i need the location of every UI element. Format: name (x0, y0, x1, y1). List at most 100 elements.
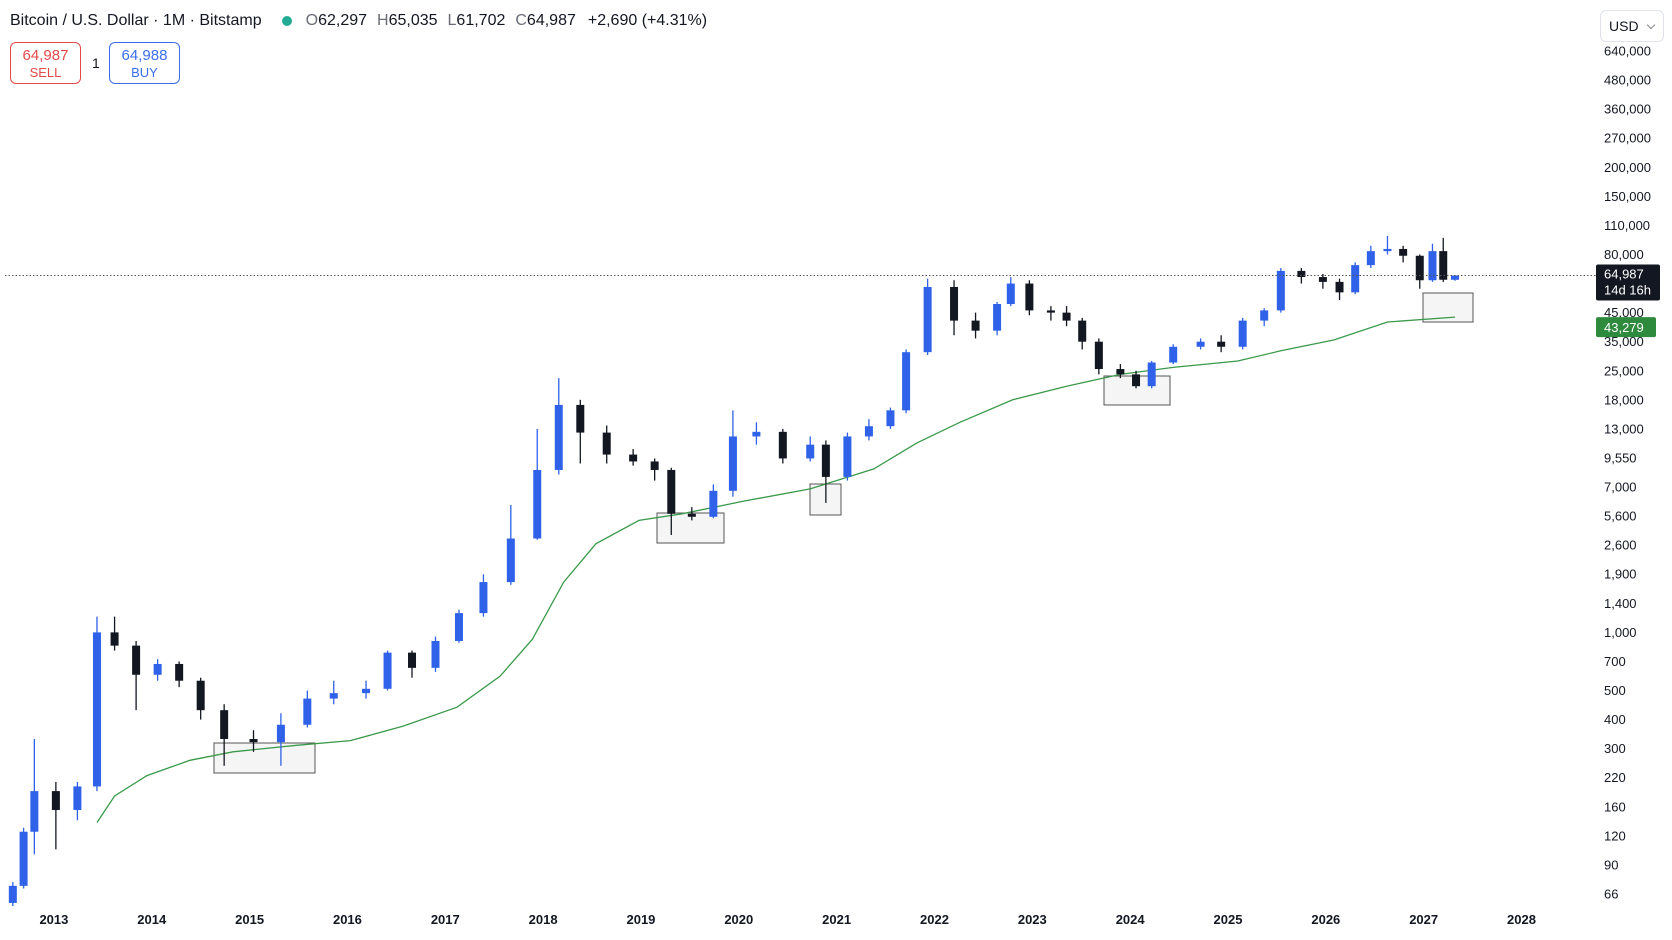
y-tick-label: 80,000 (1604, 247, 1644, 262)
x-tick-label: 2021 (822, 912, 851, 927)
candle-body (1351, 265, 1360, 293)
candle-body (1006, 283, 1015, 305)
candle-body (362, 688, 371, 694)
y-tick-label: 110,000 (1604, 218, 1650, 233)
last-price-box (1596, 264, 1660, 301)
y-tick-label: 150,000 (1604, 189, 1651, 204)
moving-average-line (96, 316, 1456, 823)
candle-body (1094, 341, 1103, 370)
y-tick-label: 13,000 (1604, 421, 1644, 436)
y-tick-label: 35,000 (1604, 334, 1644, 349)
symbol-title: Bitcoin / U.S. Dollar · 1M · Bitstamp (10, 12, 262, 29)
candle-body (92, 632, 101, 787)
legend-key: O (305, 12, 319, 29)
countdown-label: 14d 16h (1604, 282, 1651, 297)
x-tick-label: 2026 (1311, 912, 1340, 927)
candle-body (650, 461, 659, 470)
sell-price: 64,987 (22, 47, 69, 64)
candle-body (602, 432, 611, 455)
candle-body (1238, 320, 1247, 347)
candle-body (196, 680, 205, 711)
currency-select[interactable]: USD (1600, 10, 1664, 42)
candle-body (1147, 362, 1156, 387)
legend-key: C (515, 12, 527, 29)
y-tick-label: 1,900 (1604, 567, 1637, 582)
candle-body (709, 490, 718, 517)
y-tick-label: 66 (1604, 887, 1618, 902)
y-tick-label: 270,000 (1604, 131, 1651, 146)
candle-body (778, 431, 787, 459)
legend-key: H (377, 12, 389, 29)
candle-body (454, 613, 463, 641)
candle-body (971, 320, 980, 331)
candle-body (993, 304, 1002, 331)
x-tick-label: 2022 (920, 912, 949, 927)
candle-body (1062, 312, 1071, 321)
y-tick-label: 360,000 (1604, 102, 1651, 117)
x-tick-label: 2017 (431, 912, 460, 927)
candle-body (1276, 270, 1285, 311)
candle-body (220, 710, 229, 740)
legend-value: 61,702 (456, 12, 506, 29)
y-tick-label: 9,550 (1604, 450, 1637, 465)
y-tick-label: 25,000 (1604, 363, 1644, 378)
candle-body (249, 739, 258, 743)
x-tick-label: 2019 (626, 912, 655, 927)
candle-body (8, 885, 17, 903)
buy-label: BUY (131, 65, 158, 80)
x-tick-label: 2018 (529, 912, 558, 927)
ma-value-label: 43,279 (1604, 320, 1644, 335)
candle-body (554, 404, 563, 470)
candle-body (821, 444, 830, 477)
y-tick-label: 480,000 (1604, 73, 1651, 88)
x-tick-label: 2014 (137, 912, 167, 927)
candle-body (629, 454, 638, 462)
candle-body (1399, 248, 1408, 256)
candle-body (19, 831, 28, 886)
candle-body (1196, 341, 1205, 347)
sell-button[interactable]: 64,987 SELL (10, 42, 81, 84)
y-tick-label: 400 (1604, 712, 1626, 727)
x-tick-label: 2023 (1018, 912, 1047, 927)
legend-value: 62,297 (318, 12, 368, 29)
candle-body (276, 724, 285, 743)
y-tick-label: 5,600 (1604, 509, 1637, 524)
candle-body (1025, 283, 1034, 311)
candle-body (1318, 277, 1327, 282)
candle-body (667, 469, 676, 514)
candle-body (533, 469, 542, 539)
y-tick-label: 220 (1604, 770, 1626, 785)
candle-body (1297, 270, 1306, 278)
y-tick-label: 45,000 (1604, 305, 1644, 320)
candle-body (576, 404, 585, 433)
buy-price: 64,988 (121, 47, 168, 64)
candle-body (1428, 251, 1437, 281)
buy-button[interactable]: 64,988 BUY (109, 42, 180, 84)
highlight-box (213, 742, 316, 774)
candle-body (1383, 248, 1392, 252)
y-tick-label: 700 (1604, 654, 1626, 669)
x-tick-label: 2015 (235, 912, 264, 927)
x-tick-label: 2020 (724, 912, 753, 927)
candle-body (175, 663, 184, 681)
candle-body (479, 582, 488, 614)
candle-body (1132, 374, 1141, 387)
candle-body (1366, 251, 1375, 266)
x-tick-label: 2024 (1116, 912, 1146, 927)
candle-body (383, 652, 392, 689)
candle-body (110, 632, 119, 646)
candle-body (950, 286, 959, 321)
y-tick-label: 2,600 (1604, 538, 1637, 553)
candle-body (752, 431, 761, 437)
y-tick-label: 160 (1604, 799, 1626, 814)
x-tick-label: 2016 (333, 912, 362, 927)
candle-body (843, 436, 852, 477)
candle-body (30, 791, 39, 832)
candle-body (687, 513, 696, 517)
candle-body (1335, 281, 1344, 293)
quantity[interactable]: 1 (92, 55, 100, 71)
candle-body (1260, 310, 1269, 321)
legend-value: 64,987 (526, 12, 576, 29)
